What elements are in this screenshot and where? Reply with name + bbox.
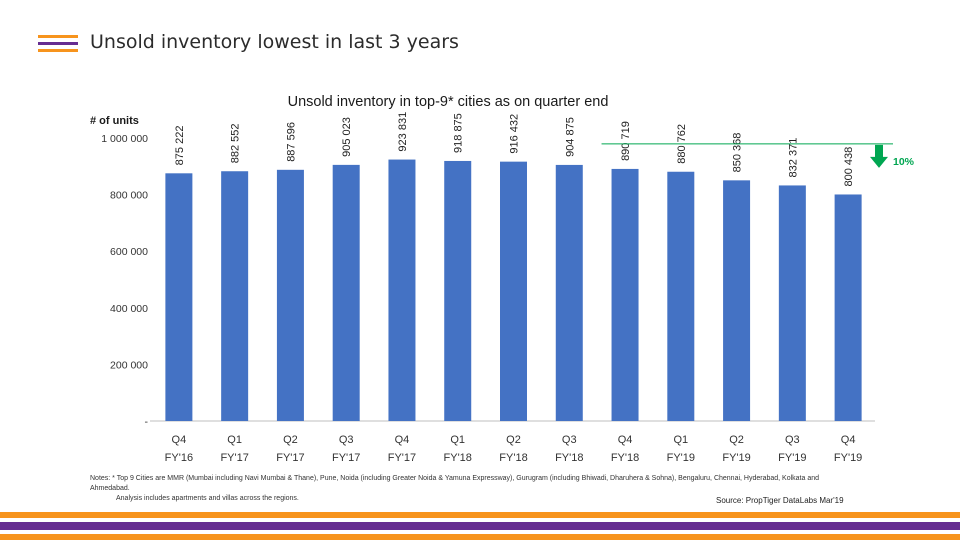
title-stripes-icon — [38, 35, 78, 56]
x-tick-label: FY'19 — [722, 452, 750, 464]
bar-value-label: 890 719 — [620, 121, 632, 161]
x-tick-label: Q1 — [673, 434, 688, 446]
x-tick-label: Q2 — [729, 434, 744, 446]
bar-value-label: 916 432 — [509, 114, 521, 154]
y-tick-label: 400 000 — [110, 303, 148, 315]
chart-title: Unsold inventory in top-9* cities as on … — [288, 94, 609, 110]
bar-value-label: 850 368 — [732, 133, 744, 173]
bar-value-label: 923 831 — [397, 112, 409, 152]
y-tick-label: - — [145, 416, 149, 428]
bar-value-label: 882 552 — [230, 123, 242, 163]
bar — [723, 180, 751, 421]
bar-value-label: 800 438 — [843, 147, 855, 187]
y-axis-label: # of units — [90, 115, 139, 127]
x-tick-label: FY'17 — [388, 452, 416, 464]
x-tick-label: Q3 — [785, 434, 800, 446]
slide-title: Unsold inventory lowest in last 3 years — [90, 31, 459, 53]
bar-value-label: 875 222 — [174, 126, 186, 166]
footnote-scope: Analysis includes apartments and villas … — [116, 495, 299, 502]
bar-value-label: 905 023 — [341, 117, 353, 157]
bar — [500, 161, 527, 421]
x-tick-label: Q4 — [841, 434, 856, 446]
x-tick-label: Q4 — [172, 434, 187, 446]
decline-arrow — [870, 144, 888, 168]
bar-value-label: 832 371 — [787, 138, 799, 178]
bar — [611, 168, 639, 421]
bar — [165, 173, 193, 421]
bar — [444, 160, 472, 421]
bar — [834, 194, 862, 421]
bar — [388, 159, 416, 421]
bar-value-label: 904 875 — [564, 117, 576, 157]
x-tick-label: Q2 — [283, 434, 298, 446]
footer-stripes — [0, 512, 960, 540]
x-tick-label: FY'18 — [444, 452, 472, 464]
bar — [276, 169, 304, 421]
x-tick-label: FY'18 — [499, 452, 527, 464]
x-tick-label: FY'17 — [332, 452, 360, 464]
bar-value-label: 887 596 — [285, 122, 297, 162]
source-credit: Source: PropTiger DataLabs Mar'19 — [716, 496, 844, 505]
x-tick-label: Q1 — [450, 434, 465, 446]
y-tick-label: 200 000 — [110, 359, 148, 371]
y-tick-label: 600 000 — [110, 246, 148, 258]
x-tick-label: Q3 — [562, 434, 577, 446]
bar — [667, 171, 695, 421]
x-tick-label: FY'18 — [611, 452, 639, 464]
y-tick-label: 800 000 — [110, 190, 148, 202]
bar — [332, 164, 360, 422]
x-tick-label: FY'19 — [667, 452, 695, 464]
decline-percent-label: 10% — [893, 156, 915, 168]
x-tick-label: FY'16 — [165, 452, 193, 464]
x-tick-label: FY'17 — [220, 452, 248, 464]
bar — [221, 171, 249, 421]
x-tick-label: Q1 — [227, 434, 242, 446]
bar — [555, 164, 583, 421]
x-tick-label: FY'17 — [276, 452, 304, 464]
footnotes: Notes: * Top 9 Cities are MMR (Mumbai in… — [90, 474, 850, 504]
y-tick-label: 1 000 000 — [101, 133, 148, 145]
x-tick-label: Q4 — [618, 434, 633, 446]
x-tick-label: FY'19 — [778, 452, 806, 464]
x-tick-label: FY'18 — [555, 452, 583, 464]
x-tick-label: Q2 — [506, 434, 521, 446]
x-tick-label: Q4 — [395, 434, 410, 446]
footnote-cities: Notes: * Top 9 Cities are MMR (Mumbai in… — [90, 475, 820, 492]
x-tick-label: FY'19 — [834, 452, 862, 464]
bar-value-label: 918 875 — [453, 113, 465, 153]
x-tick-label: Q3 — [339, 434, 354, 446]
bar — [778, 185, 806, 421]
